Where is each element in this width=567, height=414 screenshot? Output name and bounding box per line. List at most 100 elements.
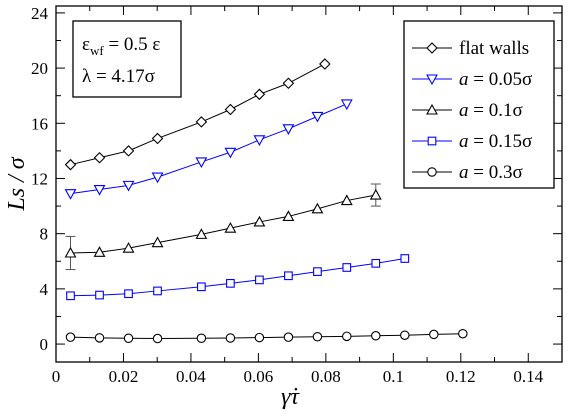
point-marker — [94, 333, 105, 343]
point-marker — [311, 111, 324, 123]
point-marker — [426, 42, 438, 54]
y-axis-title: Ls / σ — [4, 156, 30, 211]
x-tick-label: 0.12 — [446, 367, 476, 386]
tick-labels: 0 4 8 12 16 20 24 0 0.02 0.04 0.06 0.08 0.1 0.12 0.14 — [31, 4, 544, 386]
point-marker — [66, 291, 75, 301]
series-3 — [66, 254, 410, 301]
x-tick-label: 0.02 — [109, 367, 139, 386]
point-marker — [426, 74, 438, 86]
point-marker — [95, 290, 104, 300]
point-marker — [400, 330, 410, 340]
point-marker — [123, 333, 134, 344]
series-layer — [64, 58, 468, 344]
point-marker — [340, 99, 353, 111]
annotation-line2: λ = 4.17σ — [82, 66, 155, 87]
point-marker — [342, 331, 352, 342]
series-0 — [64, 58, 331, 171]
point-marker — [253, 88, 266, 101]
point-marker — [427, 136, 437, 146]
point-marker — [371, 331, 381, 341]
legend-label-var: a — [459, 69, 469, 90]
y-tick-label: 0 — [40, 335, 49, 354]
y-tick-label: 4 — [40, 280, 49, 299]
y-tick-label: 8 — [40, 225, 49, 244]
point-marker — [284, 271, 293, 281]
point-marker — [311, 202, 324, 214]
x-tick-label: 0.08 — [311, 367, 341, 386]
legend-label-var: a — [459, 100, 469, 121]
series-line — [70, 103, 347, 195]
point-marker — [64, 189, 77, 200]
x-tick-label: 0.04 — [176, 367, 206, 386]
point-marker — [93, 184, 106, 196]
legend-entry-1: a = 0.05σ — [412, 69, 532, 90]
point-marker — [282, 77, 295, 90]
legend-label: a = 0.1σ — [459, 100, 523, 121]
point-marker — [400, 254, 410, 263]
x-tick-label: 0.14 — [513, 367, 543, 386]
point-marker — [226, 278, 235, 288]
point-marker — [369, 188, 382, 200]
point-marker — [427, 167, 437, 177]
legend-label-text: = 0.3σ — [469, 162, 523, 183]
annotation-sub: wf — [90, 43, 104, 58]
point-marker — [124, 289, 133, 299]
point-marker — [224, 103, 237, 116]
x-tick-label: 0.06 — [244, 367, 274, 386]
legend-label: a = 0.3σ — [459, 162, 523, 183]
point-marker — [151, 172, 164, 184]
point-marker — [224, 147, 237, 159]
y-tick-label: 16 — [31, 114, 48, 133]
point-marker — [282, 210, 295, 221]
point-marker — [458, 328, 468, 339]
point-marker — [283, 332, 294, 342]
point-marker — [151, 132, 164, 145]
legend-label: flat walls — [459, 38, 529, 59]
legend-label-text: flat walls — [459, 38, 529, 59]
legend-label: a = 0.15σ — [459, 131, 532, 152]
y-tick-label: 12 — [31, 169, 48, 188]
x-axis-title: γ̇τ — [281, 384, 300, 410]
point-marker — [153, 286, 162, 296]
y-tick-label: 20 — [31, 59, 48, 78]
x-tick-label: 0 — [52, 367, 61, 386]
point-marker — [197, 282, 206, 292]
point-marker — [122, 180, 135, 192]
y-tick-label: 24 — [31, 4, 49, 23]
annotation-box: εwf = 0.5 ε λ = 4.17σ — [72, 20, 182, 98]
plot-frame — [55, 5, 563, 363]
point-marker — [282, 124, 295, 135]
series-line — [70, 258, 405, 297]
point-marker — [65, 332, 76, 342]
point-marker — [340, 194, 353, 206]
series-line — [70, 194, 376, 254]
point-marker — [253, 215, 266, 227]
point-marker — [122, 145, 135, 157]
legend-label-var: a — [459, 162, 469, 183]
point-marker — [122, 242, 135, 253]
point-marker — [93, 152, 106, 164]
point-marker — [429, 329, 439, 340]
legend-label-text: = 0.1σ — [469, 100, 523, 121]
legend-entry-4: a = 0.3σ — [412, 162, 523, 183]
x-tick-label: 0.1 — [383, 367, 404, 386]
ticks — [55, 6, 562, 362]
point-marker — [319, 58, 331, 70]
point-marker — [312, 331, 323, 342]
annotation-frame — [72, 20, 182, 98]
point-marker — [196, 333, 207, 344]
legend-entry-3: a = 0.15σ — [412, 131, 532, 152]
point-marker — [64, 158, 77, 171]
point-marker — [253, 135, 266, 146]
point-marker — [151, 236, 164, 248]
point-marker — [342, 263, 352, 272]
legend-label: a = 0.05σ — [459, 69, 532, 90]
point-marker — [93, 246, 106, 257]
point-marker — [195, 157, 208, 169]
series-1 — [64, 99, 353, 200]
point-marker — [64, 246, 77, 258]
legend-label-var: a — [459, 131, 469, 152]
point-marker — [224, 222, 237, 233]
